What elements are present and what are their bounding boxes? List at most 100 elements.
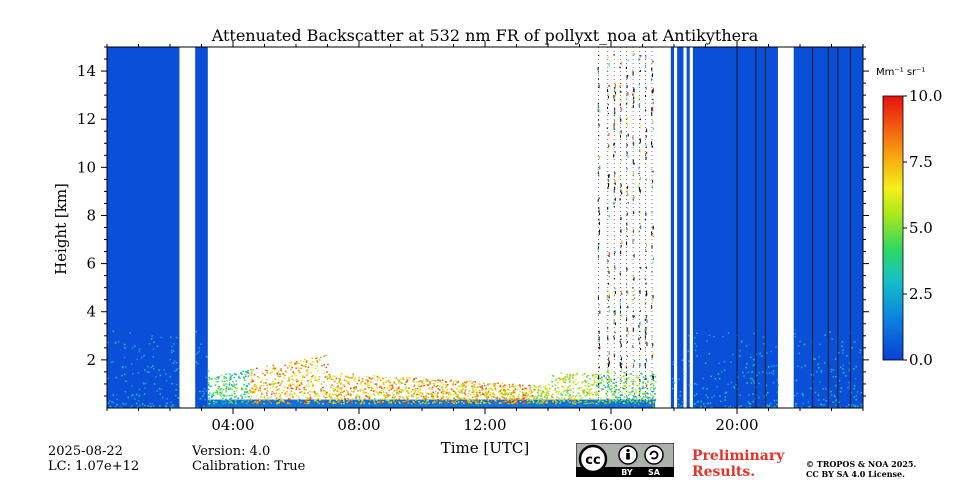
signal-speckle: [129, 332, 132, 334]
aerosol-cell: [255, 385, 258, 387]
aerosol-cell: [464, 405, 467, 407]
aerosol-cell: [509, 396, 512, 398]
aerosol-cell: [599, 382, 601, 385]
signal-speckle: [736, 376, 739, 379]
aerosol-cell: [457, 381, 460, 383]
aerosol-cell: [572, 401, 574, 403]
aerosol-cell: [217, 381, 219, 383]
aerosol-cell: [581, 396, 583, 399]
aerosol-cell: [408, 405, 410, 407]
aerosol-cell: [421, 393, 424, 395]
aerosol-cell: [522, 399, 524, 402]
aerosol-cell: [235, 402, 237, 405]
signal-speckle: [155, 376, 157, 378]
aerosol-cell: [455, 393, 457, 395]
aerosol-cell: [622, 382, 625, 384]
aerosol-cell: [321, 365, 323, 367]
aerosol-cell: [422, 403, 425, 405]
noise-mark: [614, 313, 616, 315]
aerosol-cell: [230, 384, 233, 386]
signal-speckle: [861, 406, 863, 408]
aerosol-cell: [505, 401, 508, 404]
aerosol-cell: [476, 391, 478, 393]
aerosol-cell: [335, 394, 337, 396]
signal-speckle: [765, 384, 767, 387]
aerosol-cell: [485, 396, 488, 398]
signal-speckle: [706, 402, 708, 405]
aerosol-cell: [367, 380, 369, 383]
signal-speckle: [802, 394, 804, 397]
aerosol-cell: [250, 369, 252, 371]
noise-mark: [614, 236, 616, 238]
aerosol-cell: [567, 395, 570, 397]
aerosol-cell: [218, 387, 220, 389]
aerosol-cell: [623, 405, 626, 407]
signal-speckle: [158, 369, 160, 371]
aerosol-cell: [622, 388, 625, 390]
aerosol-cell: [549, 387, 551, 390]
signal-speckle: [832, 376, 834, 378]
aerosol-cell: [349, 394, 352, 397]
aerosol-cell: [487, 405, 490, 407]
aerosol-cell: [437, 384, 439, 387]
aerosol-cell: [455, 405, 458, 407]
aerosol-cell: [250, 404, 253, 406]
aerosol-cell: [250, 399, 252, 401]
aerosol-cell: [311, 383, 314, 385]
aerosol-cell: [595, 376, 597, 379]
aerosol-cell: [506, 394, 509, 397]
aerosol-cell: [597, 405, 600, 407]
aerosol-cell: [569, 395, 572, 397]
signal-speckle: [681, 359, 684, 362]
signal-speckle: [729, 406, 732, 408]
aerosol-cell: [256, 403, 258, 405]
signal-speckle: [121, 374, 123, 377]
noise-mark: [651, 335, 653, 338]
noise-mark: [627, 305, 629, 309]
noise-mark: [619, 116, 621, 119]
aerosol-cell: [515, 402, 518, 404]
data-gap-lines: [736, 47, 851, 408]
noise-mark: [651, 68, 653, 71]
aerosol-cell: [399, 381, 402, 383]
aerosol-cell: [260, 401, 262, 404]
aerosol-cell: [266, 392, 268, 394]
aerosol-cell: [588, 402, 590, 405]
noise-mark: [614, 251, 616, 253]
aerosol-cell: [517, 384, 520, 387]
aerosol-cell: [607, 372, 610, 374]
aerosol-cell: [414, 387, 417, 390]
aerosol-cell: [373, 394, 375, 396]
noise-mark: [599, 221, 601, 225]
background-period: [107, 47, 180, 408]
aerosol-cell: [338, 398, 341, 401]
aerosol-cell: [605, 398, 608, 401]
aerosol-cell: [290, 387, 293, 389]
aerosol-cell: [406, 400, 409, 403]
noise-mark: [626, 228, 628, 230]
aerosol-cell: [358, 398, 361, 400]
aerosol-cell: [439, 380, 442, 382]
aerosol-cell: [304, 386, 306, 388]
aerosol-cell: [545, 394, 548, 396]
noise-mark: [614, 288, 616, 290]
aerosol-cell: [377, 392, 380, 394]
aerosol-cell: [482, 404, 485, 407]
noise-mark: [645, 358, 647, 363]
aerosol-cell: [416, 381, 418, 383]
signal-speckle: [708, 334, 711, 337]
noise-mark: [646, 164, 648, 167]
aerosol-cell: [340, 382, 342, 384]
aerosol-cell: [225, 383, 227, 385]
aerosol-cell: [311, 385, 314, 388]
aerosol-cell: [380, 386, 382, 388]
signal-speckle: [812, 374, 814, 377]
aerosol-cell: [481, 391, 484, 394]
noise-mark: [645, 341, 647, 343]
aerosol-cell: [582, 374, 584, 376]
aerosol-cell: [305, 370, 308, 372]
aerosol-cell: [554, 379, 557, 382]
noise-mark: [627, 154, 629, 158]
aerosol-cell: [457, 390, 460, 393]
aerosol-cell: [492, 383, 494, 386]
